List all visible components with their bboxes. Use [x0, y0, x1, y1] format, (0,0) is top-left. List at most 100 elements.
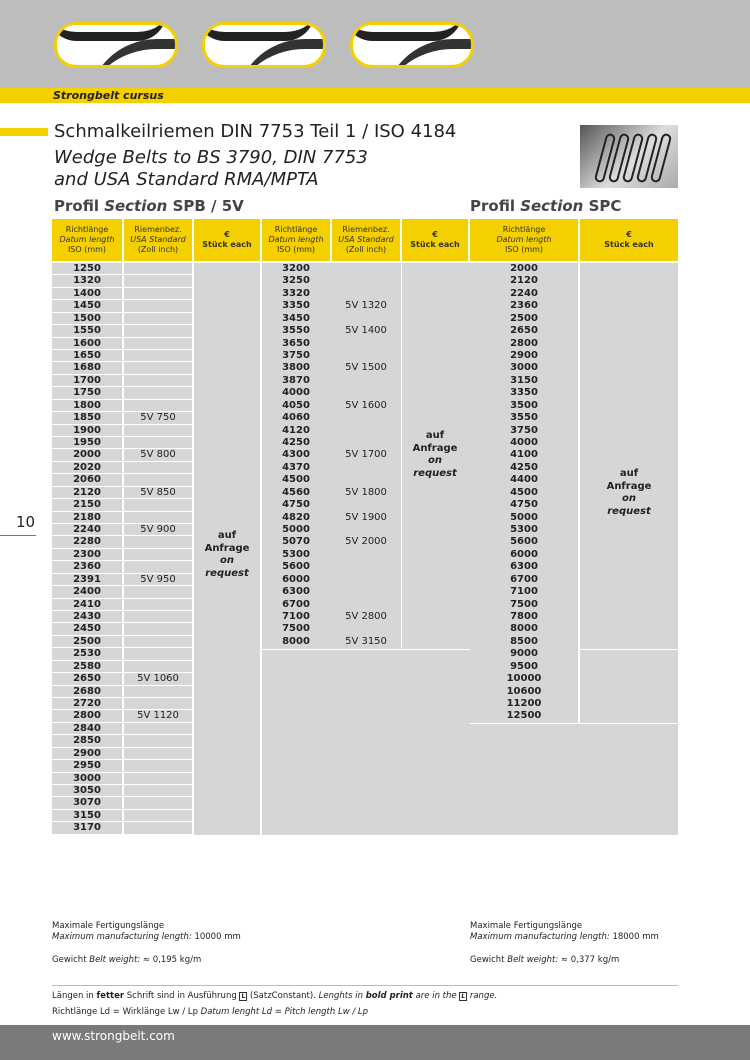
usa-standard-cell — [124, 499, 192, 511]
usa-standard-cell — [124, 325, 192, 337]
usa-standard-cell — [124, 536, 192, 548]
header-line: Stück each — [410, 240, 460, 249]
spc-max-length: Maximale Fertigungslänge Maximum manufact… — [470, 921, 659, 942]
header-line: € — [224, 230, 230, 239]
usa-standard-cell — [332, 350, 400, 362]
datum-length-cell: 1500 — [52, 312, 122, 325]
usa-standard-cell — [332, 387, 400, 399]
datum-length-cell: 1850 — [52, 412, 122, 424]
usa-standard-cell: 5V 3150 — [332, 635, 400, 648]
website-link[interactable]: www.strongbelt.com — [52, 1029, 175, 1043]
usa-standard-cell — [124, 772, 192, 785]
datum-length-cell: 3150 — [470, 374, 578, 387]
datum-length-cell: 4060 — [262, 412, 330, 424]
request-line: request — [413, 467, 457, 479]
header-line: Datum length — [59, 235, 115, 244]
usa-standard-cell — [124, 461, 192, 474]
datum-length-cell: 3170 — [52, 822, 122, 834]
datum-length-cell: 6700 — [262, 598, 330, 610]
datum-length-cell: 6700 — [470, 573, 578, 586]
datum-length-cell: 2850 — [52, 735, 122, 747]
datum-length-cell: 2580 — [52, 660, 122, 673]
datum-length-cell: 2410 — [52, 598, 122, 610]
request-line: auf — [425, 430, 445, 441]
datum-length-cell: 9000 — [470, 648, 578, 660]
spc-heading: Profil Section SPC — [470, 197, 622, 215]
usa-standard-cell: 5V 900 — [124, 524, 192, 536]
usa-standard-cell — [332, 337, 400, 349]
header-line: ISO (mm) — [504, 245, 544, 254]
usa-standard-cell — [124, 437, 192, 449]
datum-length-cell: 6000 — [470, 548, 578, 561]
datum-length-cell: 3200 — [262, 263, 330, 275]
usa-standard-cell — [332, 573, 400, 586]
row-divider — [470, 722, 678, 724]
request-line: Anfrage — [606, 480, 652, 492]
header-line: Stück each — [202, 240, 252, 249]
datum-length-cell: 4300 — [262, 449, 330, 461]
request-line: auf — [217, 530, 237, 541]
datum-length-cell: 3800 — [262, 362, 330, 374]
usa-standard-cell — [124, 635, 192, 648]
datum-length-cell: 2900 — [52, 747, 122, 760]
request-line: Anfrage — [412, 442, 458, 454]
page-subtitle-2: and USA Standard RMA/MPTA — [54, 169, 319, 190]
datum-length-cell: 3750 — [262, 350, 330, 362]
header-line: Datum length — [496, 235, 552, 244]
datum-length-cell: 7100 — [262, 611, 330, 623]
divider — [52, 985, 678, 986]
usa-standard-cell — [332, 374, 400, 387]
usa-standard-cell: 5V 850 — [124, 486, 192, 499]
header-line: USA Standard — [338, 235, 394, 244]
column-header: Richtlänge Datum length ISO (mm) — [52, 219, 122, 261]
page-subtitle-1: Wedge Belts to BS 3790, DIN 7753 — [54, 147, 368, 168]
datum-length-cell: 2240 — [470, 287, 578, 300]
usa-standard-cell — [124, 312, 192, 325]
datum-length-cell: 2020 — [52, 461, 122, 474]
usa-standard-cell — [124, 623, 192, 635]
datum-length-cell: 1400 — [52, 287, 122, 300]
datum-length-cell: 2060 — [52, 474, 122, 486]
request-line: request — [607, 505, 651, 517]
datum-length-cell: 8000 — [470, 623, 578, 635]
datum-length-cell: 1750 — [52, 387, 122, 399]
usa-standard-cell: 5V 750 — [124, 412, 192, 424]
col-divider — [578, 263, 580, 723]
datum-length-cell: 1680 — [52, 362, 122, 374]
price-header: € Stück each — [580, 219, 678, 261]
datum-length-cell: 1450 — [52, 300, 122, 312]
usa-standard-cell — [124, 275, 192, 287]
datum-length-cell: 3000 — [52, 772, 122, 785]
note-datum-length: Richtlänge Ld = Wirklänge Lw / Lp Datum … — [52, 1007, 369, 1017]
page-number-rule — [0, 535, 36, 536]
usa-standard-cell — [124, 660, 192, 673]
datum-length-cell: 3050 — [52, 785, 122, 797]
datum-length-cell: 2430 — [52, 611, 122, 623]
usa-standard-cell: 5V 1120 — [124, 710, 192, 722]
datum-length-cell: 4750 — [262, 499, 330, 511]
datum-length-cell: 4000 — [262, 387, 330, 399]
datum-length-cell: 6300 — [262, 586, 330, 598]
datum-length-cell: 1900 — [52, 424, 122, 436]
datum-length-cell: 2000 — [52, 449, 122, 461]
satzconstant-icon: L — [459, 992, 468, 1001]
datum-length-cell: 5070 — [262, 536, 330, 548]
usa-standard-cell — [124, 424, 192, 436]
datum-length-cell: 12500 — [470, 710, 578, 722]
datum-length-cell: 3350 — [470, 387, 578, 399]
usa-standard-cell — [124, 511, 192, 523]
datum-length-cell: 8000 — [262, 635, 330, 648]
datum-length-cell: 6300 — [470, 561, 578, 573]
datum-length-cell: 4560 — [262, 486, 330, 499]
usa-standard-cell: 5V 2800 — [332, 611, 400, 623]
usa-standard-cell — [124, 548, 192, 561]
belt-image-3 — [350, 22, 474, 68]
usa-standard-cell — [124, 760, 192, 772]
datum-length-cell: 7500 — [470, 598, 578, 610]
column-header: Riemenbez. USA Standard (Zoll inch) — [124, 219, 192, 261]
usa-standard-cell — [124, 337, 192, 349]
datum-length-cell: 2650 — [470, 325, 578, 337]
on-request-label: auf Anfrage on request — [402, 430, 468, 480]
datum-length-cell: 1700 — [52, 374, 122, 387]
datum-length-cell: 3870 — [262, 374, 330, 387]
